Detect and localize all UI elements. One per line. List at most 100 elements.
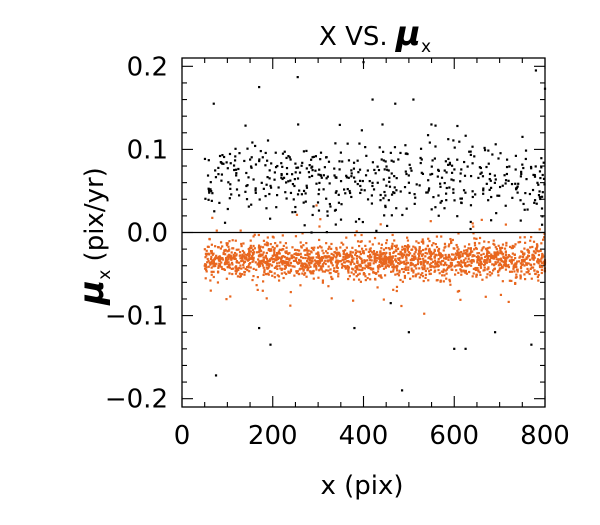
data-point-black bbox=[445, 186, 448, 190]
data-point-black bbox=[338, 123, 341, 126]
data-point-black bbox=[266, 139, 270, 142]
data-point-orange bbox=[410, 257, 413, 260]
data-point-orange bbox=[483, 266, 486, 269]
data-point-black bbox=[522, 166, 525, 170]
data-point-black bbox=[521, 163, 524, 166]
data-point-orange bbox=[469, 264, 473, 267]
data-point-black bbox=[235, 174, 238, 177]
data-point-orange bbox=[303, 272, 307, 275]
data-point-orange bbox=[473, 241, 477, 245]
data-point-orange bbox=[245, 256, 248, 259]
data-point-black bbox=[487, 199, 490, 202]
data-point-orange bbox=[420, 254, 424, 257]
data-point-orange bbox=[254, 261, 257, 264]
data-point-black bbox=[296, 177, 300, 180]
x-tick-label: 800 bbox=[520, 421, 570, 451]
data-point-black bbox=[458, 140, 461, 143]
data-point-orange bbox=[421, 268, 424, 271]
data-point-orange bbox=[428, 270, 431, 273]
data-point-orange bbox=[356, 261, 359, 264]
data-point-orange bbox=[351, 256, 354, 259]
data-point-orange bbox=[537, 258, 540, 261]
data-point-black bbox=[515, 186, 518, 189]
data-point-orange bbox=[407, 266, 410, 269]
data-point-black bbox=[542, 177, 546, 180]
data-point-orange bbox=[338, 254, 342, 257]
data-point-orange bbox=[310, 262, 313, 265]
data-point-black bbox=[511, 196, 514, 199]
data-point-black bbox=[434, 145, 437, 148]
data-point-orange bbox=[281, 261, 284, 264]
data-point-black bbox=[400, 389, 404, 392]
data-point-orange bbox=[380, 247, 383, 250]
data-point-orange bbox=[491, 256, 494, 260]
data-point-orange bbox=[288, 271, 291, 274]
data-point-orange bbox=[308, 259, 312, 262]
data-point-orange bbox=[383, 274, 387, 277]
data-point-black bbox=[453, 199, 456, 202]
data-point-orange bbox=[376, 270, 380, 273]
data-point-orange bbox=[308, 253, 311, 256]
data-point-orange bbox=[410, 267, 413, 270]
data-point-orange bbox=[330, 275, 333, 279]
data-point-orange bbox=[301, 266, 304, 269]
data-point-orange bbox=[291, 246, 294, 249]
data-point-black bbox=[408, 191, 411, 195]
data-point-black bbox=[322, 188, 325, 191]
data-point-orange bbox=[434, 243, 437, 246]
data-point-black bbox=[268, 192, 271, 196]
data-point-orange bbox=[334, 270, 337, 273]
data-point-orange bbox=[319, 218, 322, 221]
data-point-orange bbox=[543, 236, 546, 239]
data-point-black bbox=[214, 176, 218, 179]
data-point-orange bbox=[443, 274, 446, 277]
data-point-black bbox=[319, 151, 323, 154]
data-point-orange bbox=[415, 267, 418, 270]
data-point-orange bbox=[496, 270, 500, 273]
data-point-orange bbox=[536, 245, 539, 248]
data-point-orange bbox=[450, 264, 454, 267]
data-point-orange bbox=[537, 279, 540, 282]
data-point-black bbox=[235, 172, 238, 175]
data-point-black bbox=[504, 182, 507, 185]
data-point-orange bbox=[432, 242, 435, 245]
data-point-black bbox=[292, 198, 295, 201]
data-point-orange bbox=[535, 243, 539, 246]
data-point-orange bbox=[317, 276, 320, 279]
data-point-black bbox=[390, 193, 394, 196]
data-point-orange bbox=[215, 229, 218, 232]
data-point-orange bbox=[299, 259, 302, 262]
data-point-orange bbox=[315, 252, 318, 255]
data-point-orange bbox=[398, 253, 402, 256]
data-point-orange bbox=[324, 262, 327, 266]
data-point-orange bbox=[318, 262, 321, 265]
data-point-black bbox=[227, 181, 230, 184]
data-point-orange bbox=[462, 252, 466, 255]
data-point-black bbox=[443, 169, 446, 172]
data-point-orange bbox=[503, 263, 506, 266]
data-point-orange bbox=[421, 238, 424, 241]
data-point-orange bbox=[251, 260, 254, 263]
data-point-orange bbox=[317, 260, 320, 263]
data-point-orange bbox=[335, 248, 338, 251]
data-point-orange bbox=[239, 274, 242, 277]
data-point-orange bbox=[212, 252, 215, 255]
data-point-orange bbox=[318, 258, 322, 261]
data-point-orange bbox=[347, 271, 350, 274]
data-point-orange bbox=[536, 244, 539, 247]
data-point-orange bbox=[470, 261, 473, 264]
data-point-orange bbox=[455, 269, 458, 272]
x-tick-label: 0 bbox=[174, 421, 191, 451]
data-point-orange bbox=[278, 264, 281, 267]
data-point-orange bbox=[524, 241, 527, 244]
data-point-orange bbox=[225, 262, 228, 265]
data-point-orange bbox=[225, 260, 228, 264]
data-point-orange bbox=[365, 265, 369, 268]
data-point-orange bbox=[354, 253, 357, 256]
data-point-orange bbox=[526, 267, 529, 271]
data-point-black bbox=[346, 142, 349, 145]
data-point-orange bbox=[430, 262, 433, 265]
data-point-orange bbox=[454, 252, 458, 255]
data-point-orange bbox=[237, 248, 240, 251]
data-point-orange bbox=[248, 253, 251, 256]
